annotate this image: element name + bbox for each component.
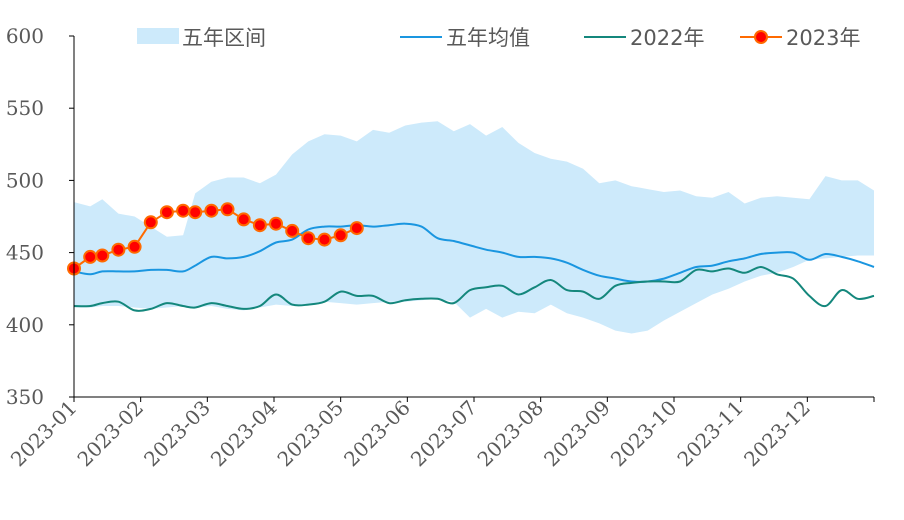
series-2023-point-4 — [127, 239, 142, 254]
series-2023-point-10 — [220, 202, 235, 217]
series-2023-point-1 — [83, 249, 98, 264]
series-2023-point-5 — [143, 215, 158, 230]
series-2023-point-6 — [159, 205, 174, 220]
x-tick-label-8: 2023-09 — [539, 396, 615, 472]
y-tick-label-350: 350 — [6, 385, 44, 409]
legend-label-range: 五年区间 — [182, 26, 266, 50]
y-axis-ticks: 350 400 450 500 550 600 — [6, 24, 74, 409]
x-tick-label-9: 2023-10 — [606, 396, 682, 472]
legend-swatch-2023-marker — [754, 30, 768, 44]
series-2023-point-7 — [176, 203, 191, 218]
series-2023-point-12 — [252, 218, 267, 233]
x-tick-label-10: 2023-11 — [672, 396, 748, 472]
x-tick-label-2: 2023-03 — [139, 396, 215, 472]
x-tick-label-4: 2023-05 — [272, 396, 348, 472]
series-2023-point-8 — [188, 205, 203, 220]
x-tick-label-7: 2023-08 — [472, 396, 548, 472]
series-2022-line — [73, 266, 875, 312]
five-year-average-line — [73, 222, 875, 283]
x-tick-label-1: 2023-02 — [72, 396, 148, 472]
x-axis-ticks: 2023-012023-022023-032023-042023-052023-… — [6, 396, 875, 472]
y-tick-label-550: 550 — [6, 96, 44, 120]
series-2023-point-9 — [204, 203, 219, 218]
legend-label-avg: 五年均值 — [446, 26, 530, 50]
five-year-range-area — [74, 121, 874, 334]
legend-swatch-range — [137, 28, 179, 44]
legend-label-2022: 2022年 — [630, 26, 704, 50]
series-2023 — [67, 202, 364, 276]
legend: 五年区间 五年均值 2022年 2023年 — [137, 26, 860, 50]
x-tick-label-5: 2023-06 — [339, 396, 415, 472]
five-year-range-band — [74, 121, 874, 334]
series-2023-point-15 — [301, 231, 316, 246]
series-2022 — [73, 266, 875, 312]
y-tick-label-600: 600 — [6, 24, 44, 48]
series-2023-point-14 — [285, 223, 300, 238]
series-2023-point-16 — [317, 232, 332, 247]
series-2023-point-18 — [349, 221, 364, 236]
x-tick-label-11: 2023-12 — [739, 396, 815, 472]
legend-label-2023: 2023年 — [786, 26, 860, 50]
five-year-average-series — [73, 222, 875, 283]
series-2023-point-13 — [269, 216, 283, 231]
y-tick-label-500: 500 — [6, 168, 44, 192]
series-2023-point-17 — [333, 228, 348, 243]
series-2023-point-2 — [95, 248, 110, 263]
series-2023-point-3 — [111, 242, 126, 257]
x-tick-label-6: 2023-07 — [406, 396, 482, 472]
y-tick-label-400: 400 — [6, 313, 44, 337]
x-tick-label-3: 2023-04 — [206, 396, 282, 472]
y-tick-label-450: 450 — [6, 241, 44, 265]
series-2023-point-11 — [236, 212, 251, 227]
